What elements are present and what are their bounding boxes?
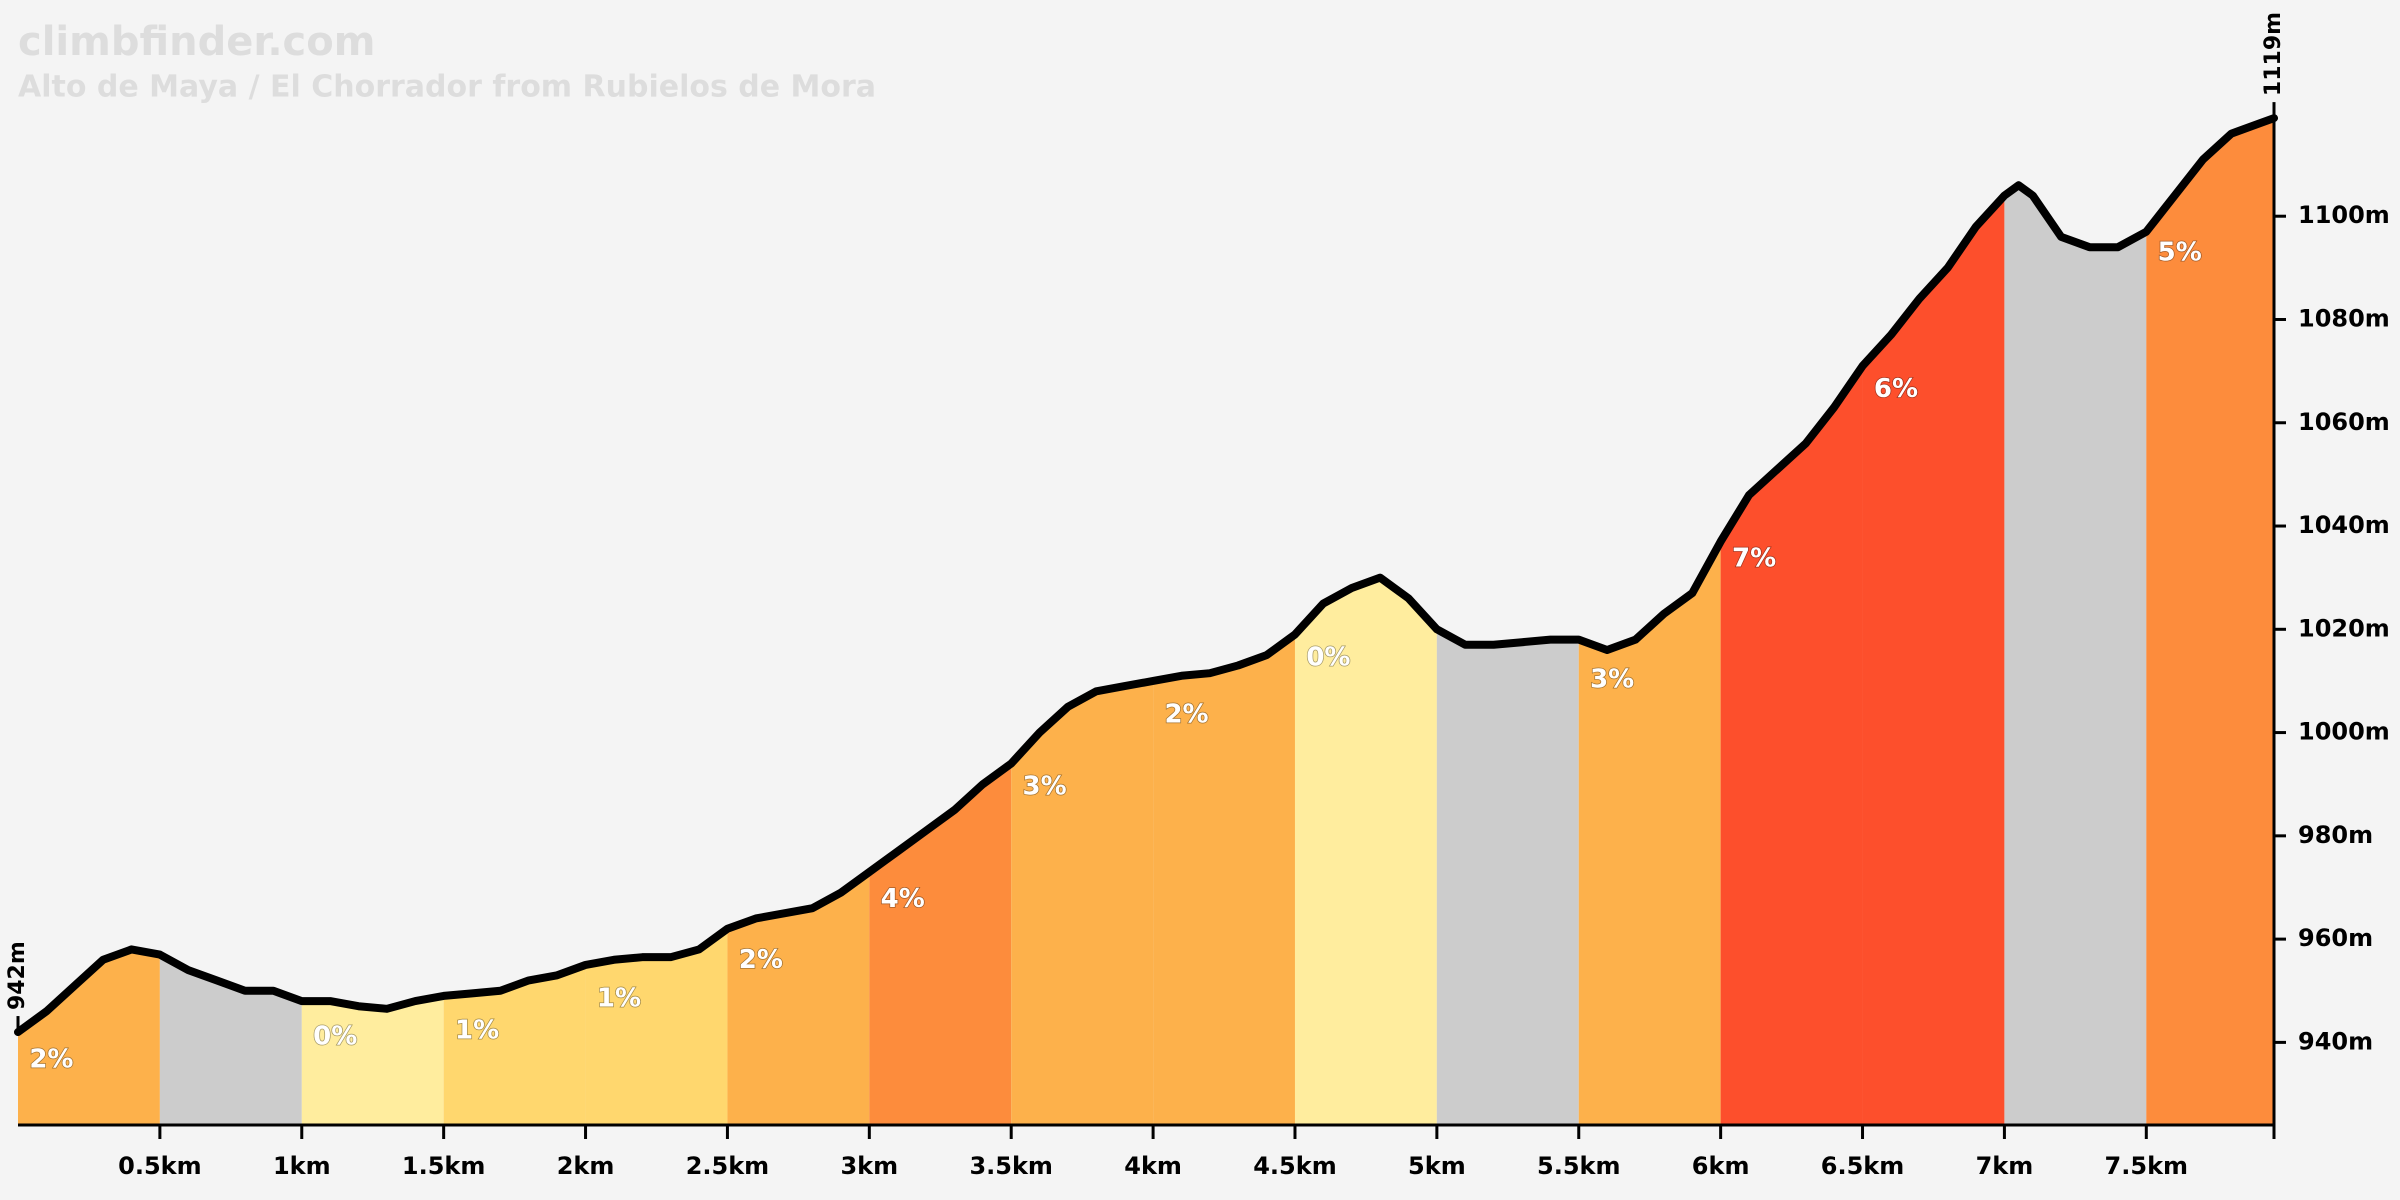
gradient-label: 7% (1732, 543, 1776, 573)
y-tick-label: 1000m (2298, 718, 2390, 746)
x-tick-label: 1km (273, 1152, 331, 1180)
gradient-label: 6% (1874, 374, 1918, 404)
gradient-label: 3% (1590, 664, 1634, 694)
gradient-label: 3% (1023, 772, 1067, 802)
y-tick-label: 1060m (2298, 408, 2390, 436)
chart-title: climbfinder.com (18, 19, 375, 65)
gradient-segment (1862, 118, 2005, 1125)
gradient-segment (1011, 118, 1154, 1125)
x-tick-label: 4.5km (1253, 1152, 1336, 1180)
x-tick-label: 3km (840, 1152, 898, 1180)
gradient-label: 2% (739, 945, 783, 975)
gradient-segment (2146, 118, 2274, 1125)
x-tick-label: 2.5km (686, 1152, 769, 1180)
x-tick-label: 5km (1408, 1152, 1466, 1180)
x-tick-label: 2km (557, 1152, 615, 1180)
x-tick-label: 7km (1976, 1152, 2034, 1180)
gradient-segment (1436, 118, 1579, 1125)
gradient-segment (1294, 118, 1437, 1125)
x-tick-label: 0.5km (118, 1152, 201, 1180)
gradient-segment (1153, 118, 1295, 1125)
area-fills (18, 118, 2274, 1125)
gradient-segment (301, 118, 444, 1125)
gradient-segment (18, 118, 160, 1125)
gradient-label: 0% (1306, 643, 1350, 673)
x-tick-label: 3.5km (969, 1152, 1052, 1180)
x-tick-label: 4km (1124, 1152, 1182, 1180)
start-label: 942m (5, 941, 30, 1010)
gradient-label: 0% (313, 1022, 357, 1052)
x-tick-label: 7.5km (2105, 1152, 2188, 1180)
y-tick-label: 1080m (2298, 304, 2390, 332)
elevation-line (14, 114, 2278, 1037)
gradient-label: 5% (2158, 238, 2202, 268)
gradient-label: 2% (29, 1044, 73, 1074)
y-tick-label: 960m (2298, 924, 2373, 952)
gradient-label: 4% (881, 884, 925, 914)
end-label: 1119m (2261, 12, 2286, 96)
y-tick-label: 980m (2298, 821, 2373, 849)
gradient-label: 2% (1164, 699, 1208, 729)
x-tick-label: 6km (1692, 1152, 1750, 1180)
x-tick-label: 1.5km (402, 1152, 485, 1180)
y-tick-label: 1040m (2298, 511, 2390, 539)
x-tick-label: 6.5km (1821, 1152, 1904, 1180)
gradient-label: 1% (455, 1015, 499, 1045)
gradient-segment (2004, 118, 2147, 1125)
y-tick-label: 1020m (2298, 614, 2390, 642)
y-tick-label: 940m (2298, 1027, 2373, 1055)
gradient-segment (869, 118, 1012, 1125)
gradient-segment (443, 118, 586, 1125)
gradient-segment (159, 118, 302, 1125)
x-tick-label: 5.5km (1537, 1152, 1620, 1180)
chart-subtitle: Alto de Maya / El Chorrador from Rubielo… (18, 70, 876, 105)
gradient-label: 1% (597, 983, 641, 1013)
y-tick-label: 1100m (2298, 201, 2390, 229)
